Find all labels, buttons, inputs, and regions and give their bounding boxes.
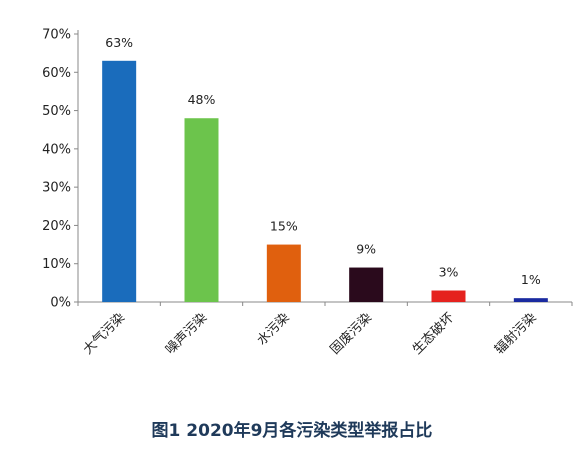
y-tick-label: 30% — [42, 181, 71, 196]
data-label: 48% — [188, 92, 216, 107]
category-labels: 大气污染 噪声污染 水污染 固废污染 生态破坏 辐射污染 — [80, 310, 540, 358]
y-tick-label: 70% — [42, 28, 71, 43]
data-label: 1% — [521, 272, 541, 287]
bar — [184, 118, 219, 302]
chart-caption: 图1 2020年9月各污染类型举报占比 — [151, 421, 433, 441]
bar-chart: 0%10%20%30%40%50%60%70% 63%48%15%9%3%1% … — [42, 28, 573, 358]
data-labels: 63% 48% 15% 9% 3% 1% — [105, 35, 541, 287]
category-label: 水污染 — [254, 310, 292, 348]
bar — [349, 267, 384, 302]
data-label: 63% — [105, 35, 133, 50]
category-label: 生态破坏 — [410, 310, 457, 357]
bar — [102, 60, 137, 302]
category-label: 大气污染 — [80, 310, 128, 358]
category-label: 噪声污染 — [163, 310, 210, 357]
category-label: 固废污染 — [327, 310, 375, 358]
data-label: 15% — [270, 219, 298, 234]
y-tick-label: 40% — [42, 142, 71, 157]
y-tick-label: 60% — [42, 66, 71, 81]
data-label: 9% — [356, 242, 376, 257]
y-tick-label: 0% — [50, 296, 71, 311]
axes — [77, 30, 572, 303]
bar — [266, 244, 301, 302]
y-tick-label: 10% — [42, 257, 71, 272]
data-label: 3% — [439, 265, 459, 280]
bar — [431, 290, 466, 302]
y-tick-label: 20% — [42, 219, 71, 234]
y-axis-ticks: 0% 10% 20% 30% 40% 50% 60% 70% — [42, 28, 573, 311]
y-tick-label: 50% — [42, 104, 71, 119]
category-label: 辐射污染 — [492, 310, 540, 358]
bars — [102, 60, 548, 302]
bar — [513, 298, 548, 302]
